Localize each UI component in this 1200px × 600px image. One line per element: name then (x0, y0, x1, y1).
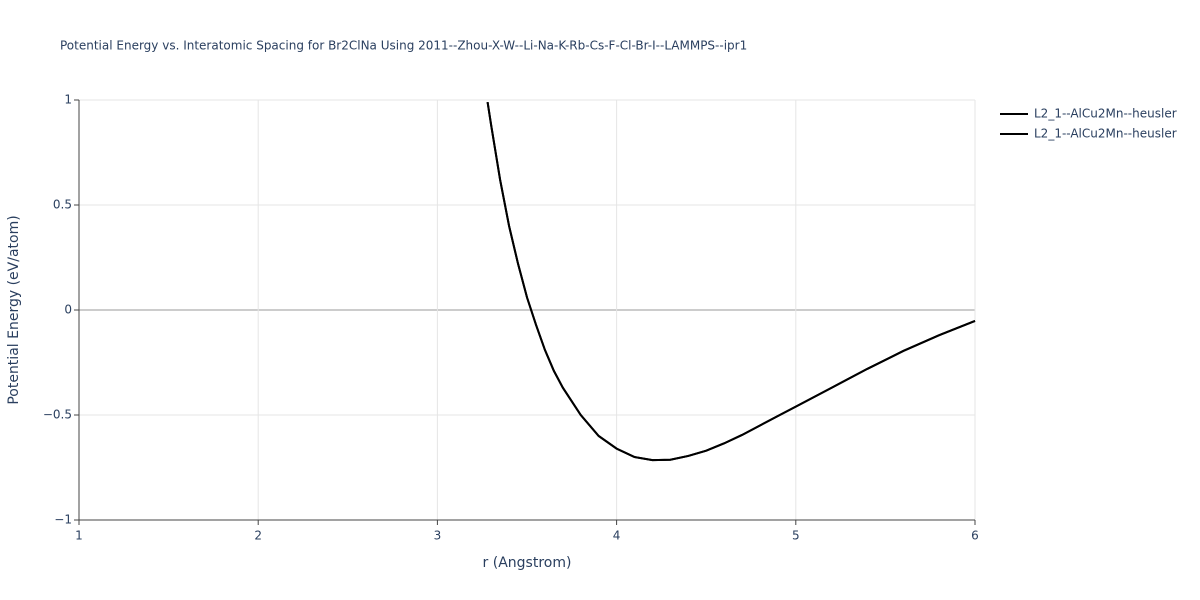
series-line (486, 101, 976, 462)
x-axis-label: r (Angstrom) (483, 555, 572, 571)
y-tick-label: 1 (64, 93, 72, 107)
x-tick-label: 5 (792, 529, 800, 543)
x-tick-label: 6 (971, 529, 979, 543)
x-tick-label: 3 (434, 529, 442, 543)
series-line (486, 101, 976, 462)
y-axis-label: Potential Energy (eV/atom) (6, 215, 22, 404)
legend-label: L2_1--AlCu2Mn--heusler (1034, 127, 1177, 141)
y-tick-label: −1 (54, 513, 72, 527)
chart-title: Potential Energy vs. Interatomic Spacing… (60, 39, 747, 53)
y-tick-label: 0 (64, 303, 72, 317)
x-tick-label: 2 (254, 529, 262, 543)
y-tick-label: 0.5 (53, 198, 72, 212)
y-tick-label: −0.5 (43, 408, 72, 422)
x-tick-label: 4 (613, 529, 621, 543)
legend-label: L2_1--AlCu2Mn--heusler (1034, 107, 1177, 121)
x-tick-label: 1 (75, 529, 83, 543)
